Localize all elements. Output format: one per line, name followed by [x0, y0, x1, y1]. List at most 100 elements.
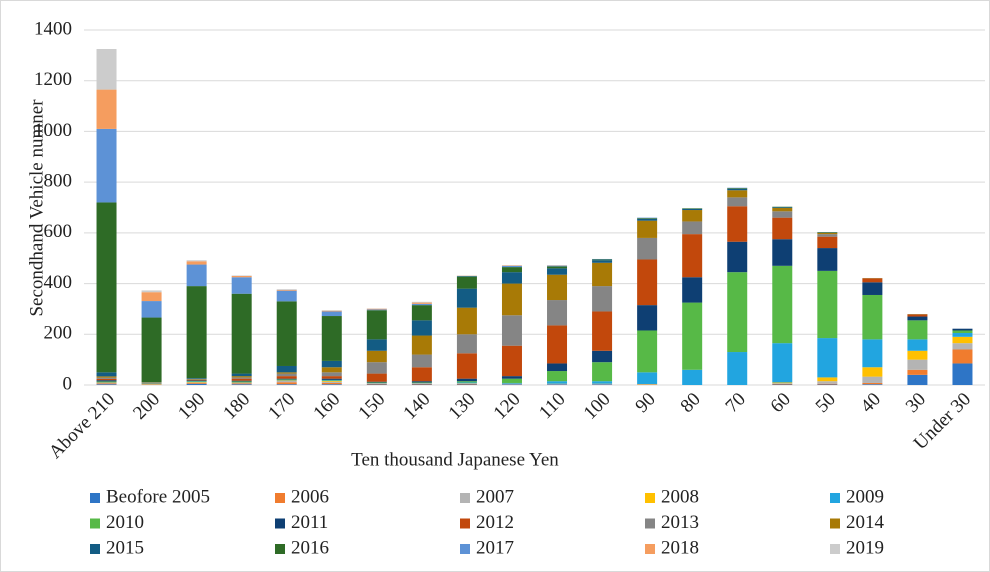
bar-segment	[637, 220, 658, 238]
bar-segment	[411, 303, 432, 306]
bar-segment	[186, 380, 207, 381]
legend-label: Beofore 2005	[106, 486, 210, 507]
bar-segment	[547, 265, 568, 267]
bar-segment	[276, 290, 297, 302]
bar-segment	[186, 383, 207, 385]
legend-swatch	[90, 518, 100, 529]
bar-segment	[682, 277, 703, 303]
bar-segment	[501, 382, 522, 384]
bar-segment	[186, 382, 207, 383]
bar-segment	[817, 383, 838, 385]
bar-segment	[321, 372, 342, 377]
bar-segment	[592, 311, 613, 351]
bar-segment	[456, 276, 477, 289]
bar-segment	[186, 286, 207, 379]
legend-label: 2014	[846, 512, 885, 533]
bar-segment	[772, 207, 793, 209]
y-tick-label: 1200	[34, 69, 72, 90]
bar-segment	[772, 382, 793, 384]
bar-segment	[907, 320, 928, 340]
bar-segment	[456, 353, 477, 379]
bar-segment	[321, 380, 342, 382]
bar-segment	[682, 221, 703, 235]
bar-segment	[907, 350, 928, 360]
y-axis-title: Secondhand Vehicle numner	[26, 99, 47, 317]
bar-segment	[96, 382, 117, 384]
bar-segment	[817, 270, 838, 339]
bar-segment	[952, 336, 973, 344]
bar-segment	[682, 302, 703, 370]
bar-segment	[96, 372, 117, 377]
bar-segment	[276, 382, 297, 385]
legend-label: 2013	[661, 512, 699, 533]
bar-segment	[321, 380, 342, 381]
bar-segment	[592, 262, 613, 287]
bar-segment	[772, 343, 793, 383]
bar-segment	[772, 211, 793, 218]
bar-segment	[366, 350, 387, 363]
bar-segment	[411, 367, 432, 382]
bar-segment	[366, 373, 387, 382]
bar-segment	[186, 379, 207, 380]
bar-segment	[907, 314, 928, 317]
bar-segment	[276, 379, 297, 381]
bar-segment	[231, 381, 252, 383]
legend-swatch	[830, 518, 840, 529]
bar-segment	[231, 377, 252, 379]
bar-segment	[456, 383, 477, 384]
bar-segment	[772, 383, 793, 385]
legend-label: 2018	[661, 537, 699, 558]
bar-segment	[772, 265, 793, 344]
bar-segment	[321, 316, 342, 361]
legend-swatch	[830, 493, 840, 503]
bar-segment	[682, 208, 703, 211]
bar-segment	[456, 384, 477, 385]
bar-segment	[276, 384, 297, 385]
bar-segment	[96, 383, 117, 385]
bar-segment	[637, 305, 658, 331]
bar-segment	[186, 379, 207, 381]
bar-segment	[727, 352, 748, 385]
bar-segment	[501, 272, 522, 284]
bar-segment	[547, 363, 568, 372]
bar-segment	[817, 381, 838, 384]
bar-segment	[547, 325, 568, 364]
bar-segment	[547, 266, 568, 269]
bar-segment	[817, 236, 838, 249]
legend-label: 2015	[106, 537, 144, 558]
bar-segment	[501, 315, 522, 346]
legend-swatch	[90, 493, 100, 503]
bar-segment	[501, 267, 522, 273]
bar-segment	[907, 369, 928, 375]
x-axis-title: Ten thousand Japanese Yen	[351, 449, 559, 470]
bar-segment	[772, 239, 793, 266]
bar-segment	[231, 382, 252, 384]
y-tick-label: 1000	[34, 120, 72, 141]
bar-segment	[276, 301, 297, 366]
bar-segment	[411, 383, 432, 384]
bar-segment	[772, 208, 793, 212]
bar-segment	[96, 384, 117, 385]
legend-label: 2016	[291, 537, 329, 558]
bar-segment	[411, 302, 432, 304]
legend-swatch	[460, 544, 470, 554]
bar-segment	[411, 305, 432, 321]
bar-segment	[276, 365, 297, 373]
bar-segment	[456, 378, 477, 382]
bar-segment	[637, 259, 658, 306]
bar-segment	[772, 384, 793, 385]
legend-swatch	[90, 544, 100, 554]
bar-segment	[862, 339, 883, 368]
bar-segment	[456, 383, 477, 385]
bar-segment	[411, 320, 432, 336]
bar-segment	[231, 376, 252, 378]
bar-segment	[727, 206, 748, 242]
bar-segment	[96, 380, 117, 382]
bar-segment	[637, 372, 658, 384]
bar-segment	[96, 381, 117, 382]
y-tick-label: 0	[63, 373, 73, 394]
bar-segment	[321, 310, 342, 312]
bar-segment	[231, 378, 252, 381]
bar-segment	[727, 187, 748, 189]
bar-segment	[592, 381, 613, 384]
